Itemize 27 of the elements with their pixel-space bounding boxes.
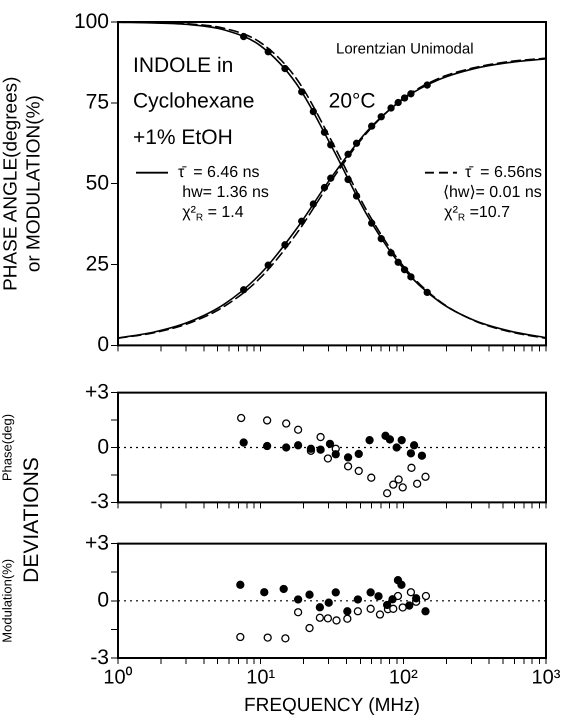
annotation: ⟨hw⟩= 0.01 ns <box>442 184 542 201</box>
y-tick-label: 100 <box>74 10 109 33</box>
y-tick-label: 0 <box>97 588 109 612</box>
y-tick-label: 0 <box>97 435 109 458</box>
y-tick-label: 75 <box>86 90 109 114</box>
x-tick-label: 10³ <box>532 666 561 689</box>
text: DEVIATIONS <box>20 457 44 583</box>
annotation: hw= 1.36 ns <box>182 184 269 201</box>
annotation: INDOLE in <box>132 54 234 78</box>
legend-label: τ̄ = 6.46 ns <box>178 164 260 182</box>
y-tick-label: -3 <box>90 490 109 514</box>
legend-label: τ̄ = 6.56ns <box>464 164 542 182</box>
y-axis-title: PHASE ANGLE(degrees) or MODULATION(%) <box>0 76 44 291</box>
y-axis-title: Modulation(%) <box>0 558 14 643</box>
x-axis-title: FREQUENCY (MHz) <box>244 694 420 716</box>
y-tick-label: +3 <box>85 380 109 404</box>
y-axis-title: Phase(deg) <box>0 414 14 482</box>
annotation: 20°C <box>328 90 376 113</box>
y-tick-label: +3 <box>85 531 109 554</box>
y-tick-label: 0 <box>97 333 109 356</box>
y-tick-label: 25 <box>86 252 109 276</box>
annotation: Lorentzian Unimodal <box>336 40 474 58</box>
annotation: +1% EtOH <box>132 126 233 150</box>
x-tick-label: 10² <box>388 666 418 689</box>
y-tick-label: 50 <box>86 171 109 194</box>
annotation: Cyclohexane <box>132 90 254 113</box>
x-tick-label: 10¹ <box>246 666 276 689</box>
